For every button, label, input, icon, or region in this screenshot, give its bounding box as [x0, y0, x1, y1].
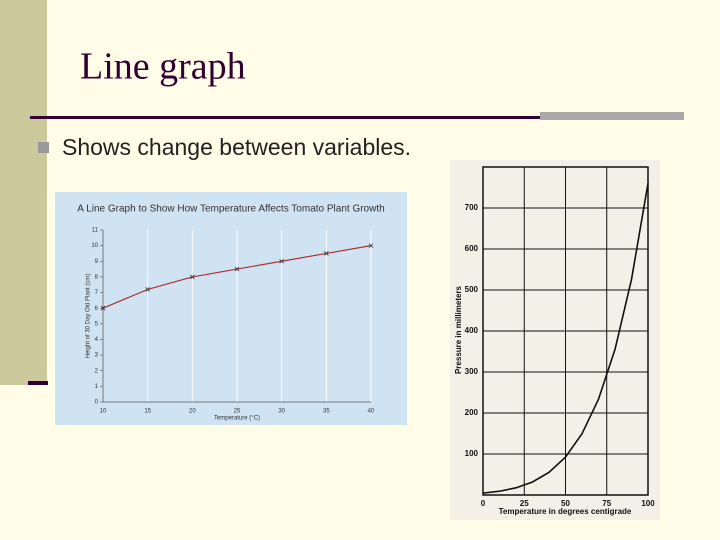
x-axis-label: Temperature (°C): [214, 416, 260, 422]
x-tick-label: 0: [481, 499, 486, 508]
x-axis-label: Temperature in degrees centigrade: [499, 507, 632, 516]
data-point: [324, 251, 329, 256]
plot-frame: [482, 166, 649, 496]
data-point: [100, 305, 106, 311]
y-tick-label: 200: [465, 408, 479, 417]
data-point: [190, 274, 195, 280]
y-tick-label: 700: [465, 203, 479, 212]
y-tick-label: 600: [465, 244, 479, 253]
y-tick-label: 2: [95, 368, 99, 374]
data-point: [145, 287, 150, 292]
data-line: [482, 183, 649, 494]
y-tick-label: 5: [95, 321, 99, 327]
x-tick-label: 40: [368, 409, 375, 415]
y-axis-label: Pressure in millimeters: [454, 285, 463, 374]
x-tick-label: 30: [278, 409, 285, 415]
data-point: [234, 266, 240, 272]
data-point: [279, 258, 284, 264]
slide-title: Line graph: [80, 46, 246, 88]
x-tick-label: 20: [189, 409, 196, 415]
x-tick-label: 50: [561, 499, 570, 508]
y-tick-label: 1: [95, 384, 99, 390]
side-rule: [28, 381, 48, 385]
y-axis-label: Height of 30 Day Old Plant (cm): [86, 274, 92, 359]
chart-panel: [55, 192, 407, 425]
y-tick-label: 8: [95, 274, 99, 280]
x-tick-label: 10: [100, 409, 107, 415]
y-tick-label: 7: [95, 290, 99, 296]
y-tick-label: 6: [95, 306, 99, 312]
bullet-marker: [38, 142, 49, 153]
x-tick-label: 15: [144, 409, 151, 415]
y-tick-label: 300: [465, 367, 479, 376]
x-tick-label: 75: [602, 499, 611, 508]
x-tick-label: 35: [323, 409, 330, 415]
title-rule-accent: [540, 112, 684, 120]
y-tick-label: 0: [95, 400, 99, 406]
bullet-text: Shows change between variables.: [62, 134, 411, 160]
data-point: [368, 243, 374, 248]
y-tick-label: 3: [95, 353, 99, 359]
x-tick-label: 25: [520, 499, 529, 508]
y-tick-label: 500: [465, 285, 479, 294]
title-rule: [30, 116, 542, 119]
y-tick-label: 9: [95, 259, 99, 265]
y-tick-label: 11: [92, 228, 99, 234]
y-tick-label: 400: [465, 326, 479, 335]
side-strip: [0, 0, 47, 385]
x-tick-label: 25: [234, 409, 241, 415]
chart-title: A Line Graph to Show How Temperature Aff…: [77, 204, 384, 215]
y-tick-label: 100: [465, 449, 479, 458]
y-tick-label: 10: [91, 243, 98, 249]
y-tick-label: 4: [95, 337, 99, 343]
x-tick-label: 100: [641, 499, 655, 508]
chart-panel: [450, 160, 660, 520]
